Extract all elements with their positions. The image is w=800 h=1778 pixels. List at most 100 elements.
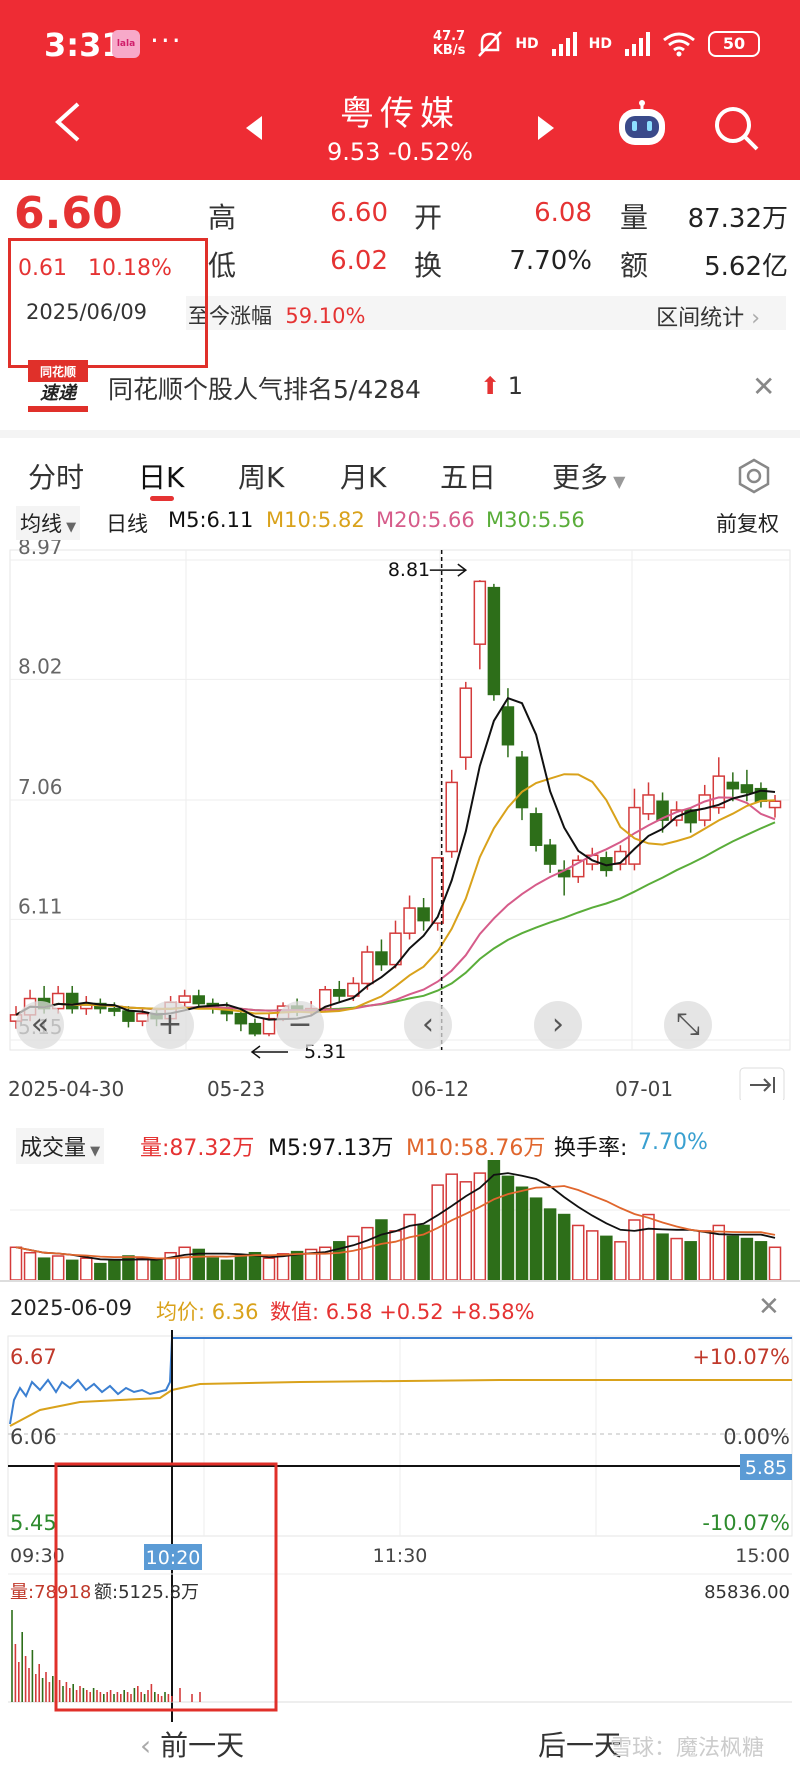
candle — [698, 784, 711, 827]
y-tick-label: 6.11 — [18, 894, 63, 918]
prev-day-label: 前一天 — [160, 1729, 245, 1762]
ma10-value: M10:5.82 — [266, 508, 365, 532]
popularity-text: 同花顺个股人气排名5/4284 — [108, 375, 421, 404]
index-quote: 9.53 -0.52% — [327, 138, 473, 166]
volume-bar — [712, 1224, 726, 1280]
turnover-value: 7.70% — [509, 246, 592, 276]
candle-body — [431, 857, 444, 924]
prev-stock-icon[interactable] — [244, 116, 264, 140]
arrow-up-icon: ⬆ — [480, 372, 501, 400]
open-value: 6.08 — [534, 198, 592, 228]
status-bar: 3:31 lala ··· 47.7 KB/s HD HD 50 — [0, 0, 800, 90]
status-icons: 47.7 KB/s HD HD 50 — [433, 30, 760, 58]
more-notifications-icon: ··· — [150, 24, 183, 57]
tab-five-day[interactable]: 五日 — [440, 461, 497, 494]
search-icon[interactable] — [712, 104, 760, 152]
next-day-label: 后一天 — [538, 1729, 623, 1762]
candle-body — [445, 781, 458, 853]
tab-intraday[interactable]: 分时 — [28, 461, 85, 494]
candle — [628, 788, 641, 871]
intraday-chart[interactable]: 6.67 6.06 5.45 +10.07% 0.00% -10.07% 5.85 09:30… — [0, 1330, 800, 1722]
volume-bar — [51, 1255, 65, 1280]
candle-body — [768, 800, 782, 809]
range-stats-button[interactable]: 区间统计 › — [656, 300, 760, 332]
candle-body — [684, 809, 697, 824]
volume-bar — [586, 1230, 599, 1280]
volume-bar — [94, 1262, 107, 1280]
tab-monthly-k[interactable]: 月K — [340, 461, 387, 494]
candle — [543, 838, 557, 873]
candle — [417, 898, 430, 931]
volume-bar — [333, 1241, 346, 1280]
robot-assistant-icon[interactable] — [616, 100, 668, 148]
volume-bar — [614, 1241, 627, 1280]
signal-icon — [551, 32, 577, 56]
volume-bar — [501, 1175, 515, 1280]
scroll-left-icon[interactable]: ‹ — [404, 1001, 452, 1049]
volume-bar — [487, 1160, 501, 1280]
candle — [726, 772, 740, 802]
tab-more[interactable]: 更多 ▼ — [552, 456, 625, 496]
time-start-label: 09:30 — [10, 1545, 65, 1567]
candle-body — [403, 907, 416, 934]
jump-end-icon[interactable] — [739, 1067, 785, 1100]
adjust-mode[interactable]: 前复权 — [716, 512, 779, 536]
since-gain-label: 至今涨幅 — [188, 304, 272, 328]
tab-weekly-k[interactable]: 周K — [238, 461, 285, 494]
volume-bar — [628, 1219, 641, 1280]
candle-body — [656, 800, 669, 821]
candle-body — [529, 813, 543, 846]
volume-bar — [403, 1213, 416, 1280]
chevron-right-icon: › — [751, 306, 760, 331]
zoom-out-icon[interactable]: − — [276, 1001, 324, 1049]
tab-daily-k[interactable]: 日K — [138, 461, 185, 494]
volume-bar — [768, 1246, 782, 1280]
volume-bar — [726, 1235, 740, 1280]
candle — [234, 1008, 248, 1032]
popup-avg-value: 6.36 — [211, 1300, 259, 1324]
candle-body — [178, 995, 191, 1004]
close-icon[interactable]: ✕ — [752, 370, 776, 403]
settings-hexagon-icon[interactable] — [736, 458, 772, 494]
volume-selector[interactable]: 成交量 ▼ — [16, 1128, 105, 1164]
zoom-out-icon-bg — [276, 1001, 324, 1049]
candle-body — [543, 844, 557, 865]
popup-avg-label: 均价: — [156, 1300, 206, 1324]
low-value: 6.02 — [330, 246, 388, 276]
next-stock-icon[interactable] — [536, 116, 556, 140]
next-day-button[interactable]: 后一天 — [538, 1724, 622, 1764]
annotation-box-2 — [54, 1462, 278, 1712]
candle — [361, 945, 374, 990]
ma10-line — [15, 773, 776, 1016]
volume-bar — [557, 1213, 571, 1280]
x-tick-label: 05-23 — [207, 1077, 265, 1100]
candle — [248, 1018, 262, 1037]
candle-body — [65, 992, 79, 1010]
ma-selector[interactable]: 均线 ▼ — [16, 506, 81, 540]
candlestick-chart[interactable]: 8.978.027.066.115.158.815.31«+−‹›⤡2025-0… — [0, 540, 800, 1100]
candle-body — [361, 951, 374, 985]
tab-more-label: 更多 — [552, 461, 609, 494]
candle-body — [571, 859, 585, 878]
zoom-in-icon[interactable]: + — [146, 1001, 194, 1049]
cursor-time-bg — [144, 1544, 202, 1570]
scroll-left-icon-glyph: ‹ — [422, 1007, 434, 1042]
volume-bar — [23, 1251, 37, 1280]
annotation-box — [8, 238, 208, 368]
scroll-start-icon-glyph: « — [31, 1007, 49, 1042]
scroll-right-icon[interactable]: › — [534, 1001, 582, 1049]
app-notification-icon: lala — [112, 30, 140, 58]
scroll-start-icon[interactable]: « — [16, 1001, 64, 1049]
back-arrow-icon[interactable] — [52, 102, 82, 142]
prev-day-button[interactable]: ‹ 前一天 — [140, 1724, 244, 1764]
volume-bar — [9, 1246, 23, 1280]
ma-type: 日线 — [106, 512, 148, 536]
zoom-out-icon-glyph: − — [287, 1007, 312, 1042]
volume-bar — [234, 1255, 248, 1280]
popup-avg: 均价: 6.36 — [156, 1296, 259, 1326]
volume-bar — [375, 1219, 388, 1280]
candle — [571, 855, 585, 883]
close-icon[interactable]: ✕ — [758, 1292, 780, 1322]
fullscreen-icon[interactable]: ⤡ — [664, 1001, 712, 1049]
